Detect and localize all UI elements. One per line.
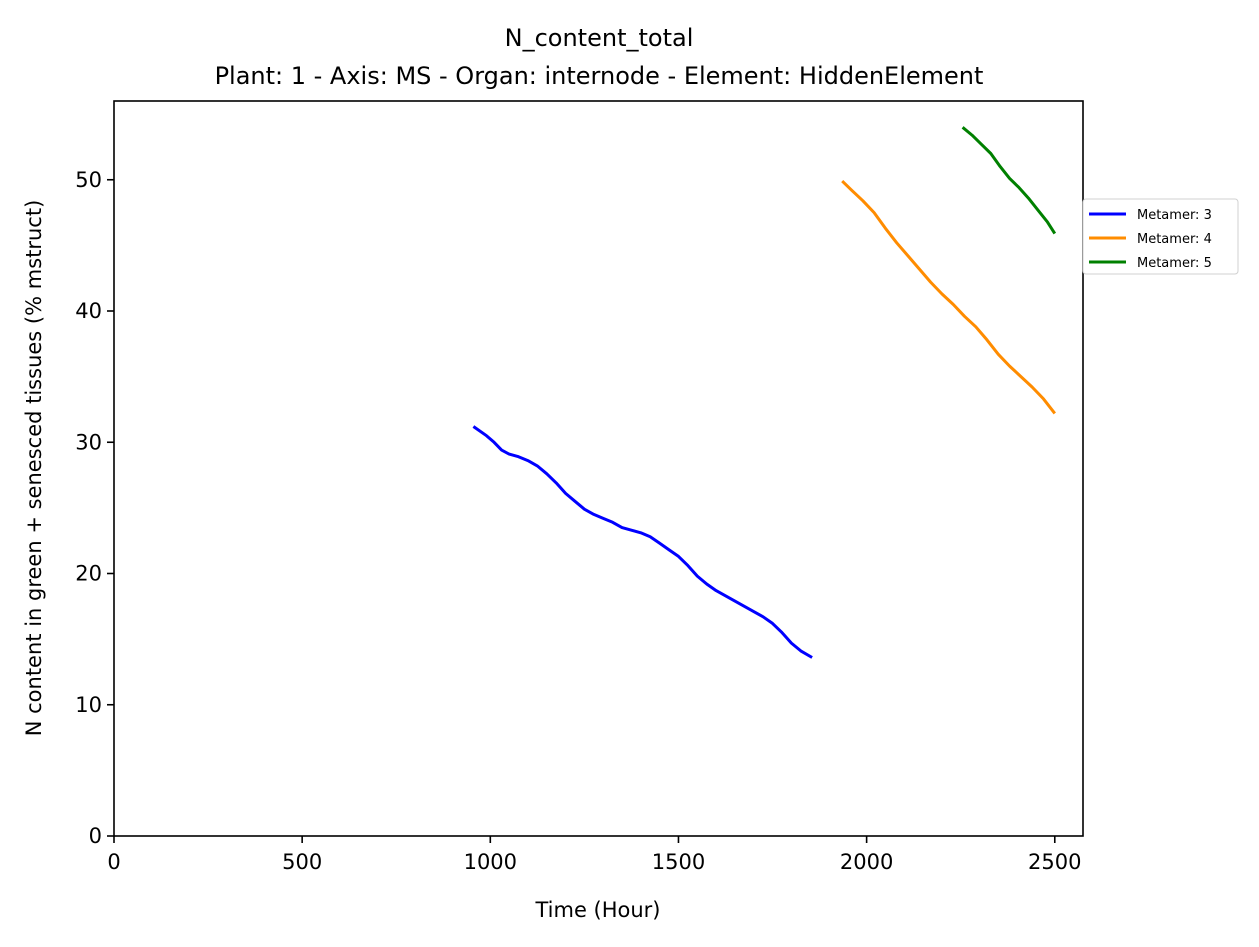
plot-content bbox=[472, 126, 1057, 659]
series-line-metamer-5 bbox=[961, 126, 1057, 235]
series-line-metamer-4 bbox=[841, 180, 1056, 415]
chart-subtitle: Plant: 1 - Axis: MS - Organ: internode -… bbox=[215, 62, 984, 90]
y-tick-label: 20 bbox=[75, 562, 102, 586]
legend-box bbox=[1082, 198, 1239, 275]
chart-title: N_content_total bbox=[505, 24, 694, 52]
y-tick-label: 50 bbox=[75, 168, 102, 192]
x-tick-label: 2500 bbox=[1028, 850, 1081, 874]
plot-frame bbox=[113, 100, 1084, 837]
legend-label: Metamer: 5 bbox=[1137, 256, 1212, 271]
x-axis-label: Time (Hour) bbox=[534, 898, 660, 922]
y-tick-label: 0 bbox=[89, 824, 102, 848]
y-axis-label: N content in green + senesced tissues (%… bbox=[22, 200, 46, 737]
x-tick-label: 0 bbox=[107, 850, 120, 874]
y-tick-label: 10 bbox=[75, 693, 102, 717]
legend: Metamer: 3 Metamer: 4 Metamer: 5 bbox=[1082, 198, 1239, 275]
x-tick-label: 2000 bbox=[840, 850, 893, 874]
series-line-metamer-3 bbox=[472, 425, 813, 659]
legend-label: Metamer: 4 bbox=[1137, 232, 1212, 247]
x-tick-label: 1500 bbox=[652, 850, 705, 874]
x-axis: 0 500 1000 1500 2000 2500 bbox=[107, 836, 1082, 874]
y-tick-label: 30 bbox=[75, 430, 102, 454]
y-tick-label: 40 bbox=[75, 299, 102, 323]
x-tick-label: 500 bbox=[282, 850, 322, 874]
y-axis: 0 10 20 30 40 50 bbox=[75, 168, 114, 848]
legend-label: Metamer: 3 bbox=[1137, 208, 1212, 223]
x-tick-label: 1000 bbox=[464, 850, 517, 874]
